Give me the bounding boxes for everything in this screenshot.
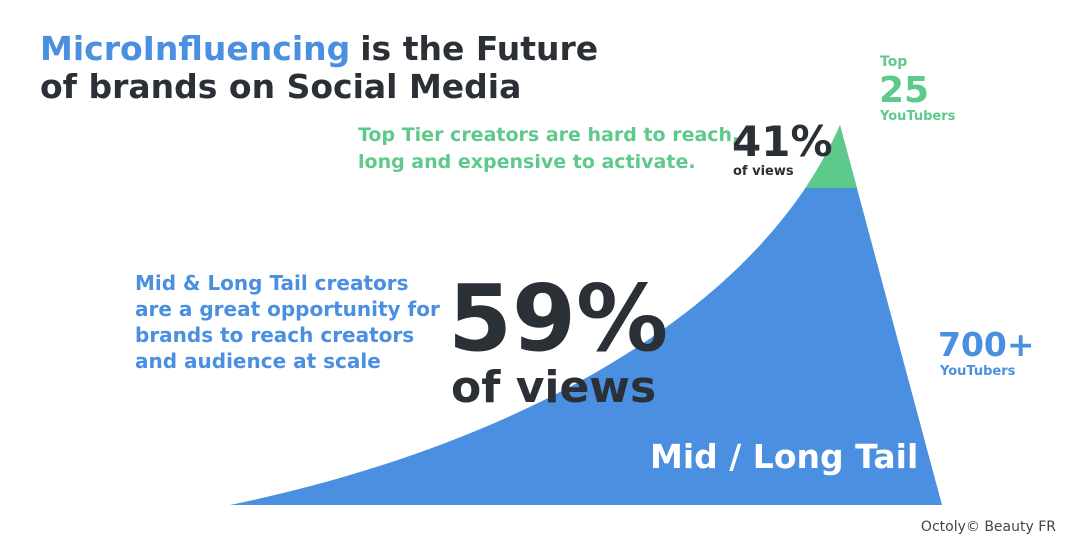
mid-tail-note: Mid & Long Tail creators: [135, 271, 409, 295]
top-tier-note: long and expensive to activate.: [358, 151, 696, 173]
mid-tail-note: and audience at scale: [135, 349, 381, 373]
mid-tail-note: are a great opportunity for: [135, 297, 440, 321]
top-tier-count-label: YouTubers: [879, 109, 956, 124]
title-line1: MicroInfluencing is the Future: [40, 29, 598, 68]
footer: Octoly© Beauty FR: [921, 519, 1056, 535]
top-tier-share-label: of views: [733, 164, 794, 179]
top-tier-note: Top Tier creators are hard to reach,: [358, 124, 739, 146]
title-highlight: MicroInfluencing: [40, 29, 350, 68]
mid-tail-share-label: of views: [451, 362, 656, 413]
mid-tail-count-label: YouTubers: [939, 364, 1016, 379]
top-tier-count: 25: [879, 70, 929, 111]
title-line2: of brands on Social Media: [40, 67, 521, 106]
mid-tail-count: 700+: [938, 325, 1035, 364]
top-tier-share: 41%: [732, 117, 833, 166]
top-tier-shape: [805, 125, 857, 188]
title-rest: is the Future: [360, 29, 598, 68]
mid-tail-note: brands to reach creators: [135, 323, 414, 347]
mid-tail-share: 59%: [448, 265, 668, 372]
long-tail-shape: [230, 125, 942, 505]
segment-label: Mid / Long Tail: [650, 437, 918, 476]
top-tier-count-prefix: Top: [880, 54, 907, 70]
